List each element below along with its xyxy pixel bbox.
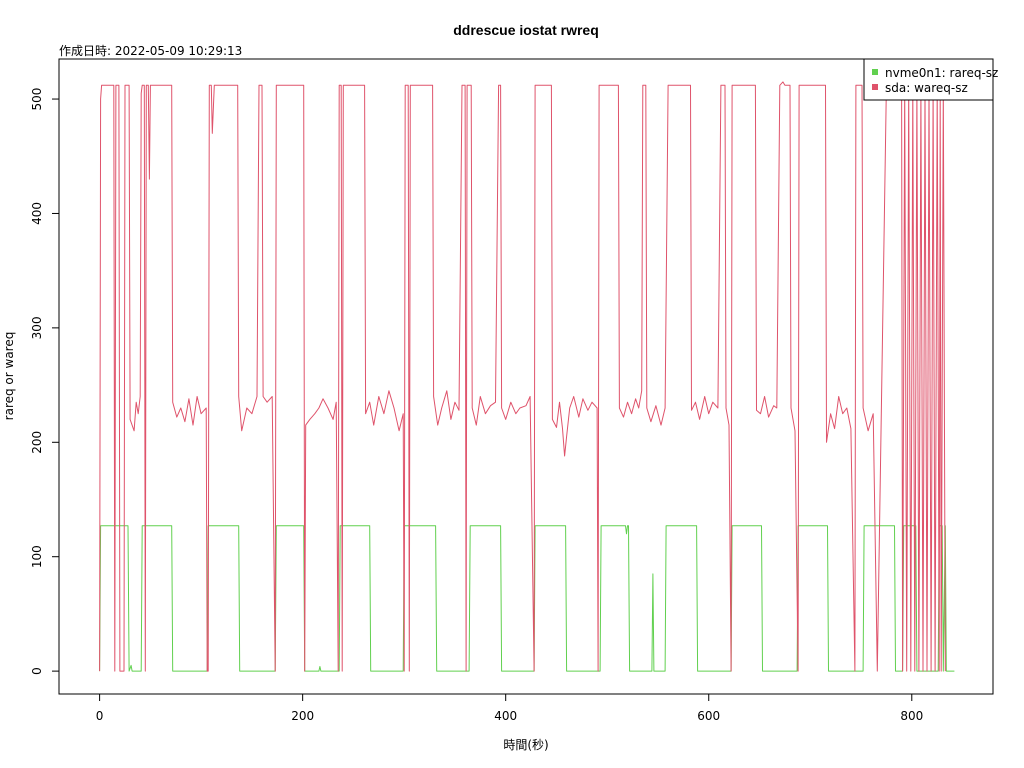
y-tick-label: 500 [30,88,44,111]
y-tick-label: 200 [30,431,44,454]
x-tick-label: 200 [291,709,314,723]
series-line-nvme0n1-rareq [99,525,955,672]
chart-title: ddrescue iostat rwreq [453,22,599,38]
legend-box [863,58,994,101]
y-tick-label: 0 [30,667,44,675]
x-tick-label: 0 [96,709,104,723]
series-line-sda-wareq [99,81,946,672]
x-tick-label: 600 [697,709,720,723]
x-tick-label: 400 [494,709,517,723]
legend-swatch-nvme [872,69,878,75]
legend: nvme0n1: rareq-sz sda: wareq-sz [863,58,998,101]
x-axis: 0 200 400 600 800 [96,693,923,723]
chart-subtitle: 作成日時: 2022-05-09 10:29:13 [59,44,242,58]
legend-label-sda: sda: wareq-sz [885,81,968,95]
y-axis: 0 100 200 300 400 500 [30,88,60,675]
y-tick-label: 400 [30,202,44,225]
plot-frame [58,58,994,695]
x-axis-label: 時間(秒) [503,738,548,752]
y-axis-label: rareq or wareq [2,332,16,421]
plot-series [99,81,955,672]
legend-label-nvme: nvme0n1: rareq-sz [885,66,998,80]
y-tick-label: 300 [30,316,44,339]
x-tick-label: 800 [900,709,923,723]
legend-swatch-sda [872,84,878,90]
y-tick-label: 100 [30,545,44,568]
